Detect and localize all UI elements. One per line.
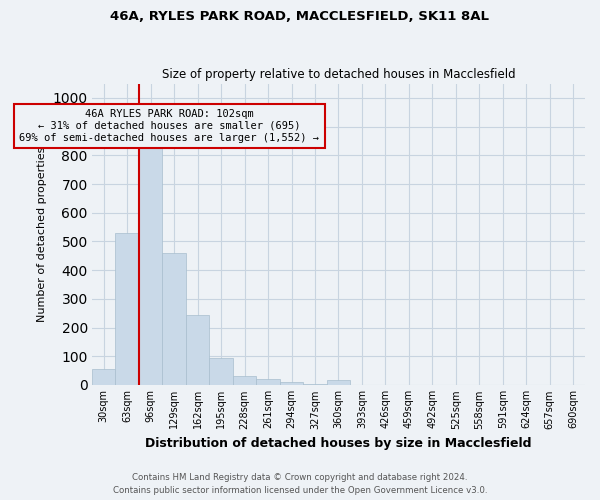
Y-axis label: Number of detached properties: Number of detached properties	[37, 146, 47, 322]
Bar	[92, 369, 115, 385]
Bar	[233, 376, 256, 385]
Bar	[115, 233, 139, 385]
Bar	[139, 146, 163, 385]
Bar	[256, 380, 280, 385]
Bar	[163, 253, 186, 385]
Bar	[209, 358, 233, 385]
Title: Size of property relative to detached houses in Macclesfield: Size of property relative to detached ho…	[161, 68, 515, 81]
Bar	[280, 382, 303, 385]
Text: 46A, RYLES PARK ROAD, MACCLESFIELD, SK11 8AL: 46A, RYLES PARK ROAD, MACCLESFIELD, SK11…	[110, 10, 490, 23]
Bar	[186, 314, 209, 385]
X-axis label: Distribution of detached houses by size in Macclesfield: Distribution of detached houses by size …	[145, 437, 532, 450]
Text: 46A RYLES PARK ROAD: 102sqm
← 31% of detached houses are smaller (695)
69% of se: 46A RYLES PARK ROAD: 102sqm ← 31% of det…	[19, 110, 319, 142]
Bar	[327, 380, 350, 385]
Bar	[303, 384, 327, 385]
Text: Contains HM Land Registry data © Crown copyright and database right 2024.
Contai: Contains HM Land Registry data © Crown c…	[113, 474, 487, 495]
